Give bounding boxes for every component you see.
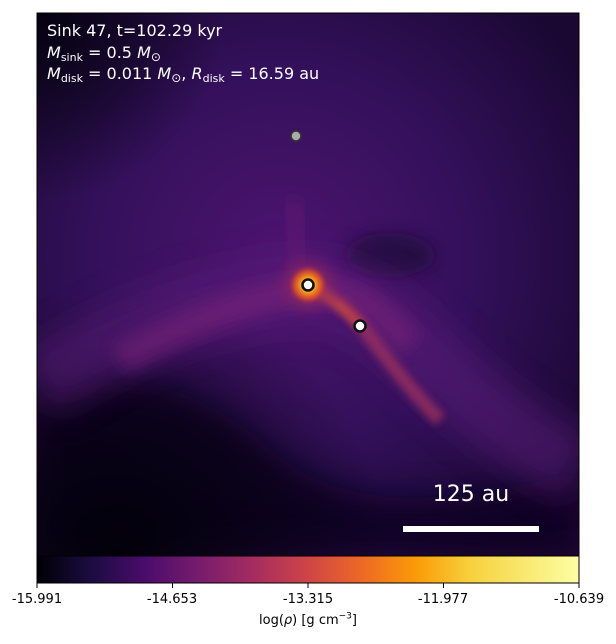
- sink-distant-marker: [290, 130, 302, 142]
- colorbar-tick-label: -15.991: [11, 592, 63, 607]
- sink-secondary-marker: [353, 319, 367, 333]
- separator: ,: [181, 64, 192, 83]
- sink-primary-marker: [301, 278, 315, 292]
- colorbar-tick-label: -14.653: [146, 592, 198, 607]
- disk-properties-label: Mdisk = 0.011 M⊙, Rdisk = 16.59 au: [47, 64, 319, 88]
- mass-symbol: M: [47, 43, 61, 62]
- cbar-label-prefix: log(: [259, 613, 284, 628]
- mass-value: = 0.5: [82, 43, 138, 62]
- sink-title: Sink 47, t=102.29 kyr: [47, 21, 223, 40]
- radius-symbol: R: [191, 64, 203, 83]
- disk-mass-symbol: M: [47, 64, 61, 83]
- scale-bar-label: 125 au: [432, 482, 510, 507]
- radius-value: = 16.59 au: [224, 64, 320, 83]
- sinks-layer: [290, 130, 367, 333]
- scale-bar: [403, 526, 539, 532]
- disk-sun-glyph: ⊙: [171, 71, 182, 85]
- disk-solar-mass-symbol: M: [157, 64, 172, 83]
- sink-mass-label: Msink = 0.5 M⊙: [47, 43, 161, 67]
- solar-mass-symbol: M: [137, 43, 151, 62]
- sun-glyph: ⊙: [150, 50, 161, 64]
- colorbar-axis-label: log(ρ) [g cm−3]: [0, 611, 616, 629]
- colorbar-tick-label: -10.639: [553, 592, 605, 607]
- cbar-label-var: ρ: [283, 613, 293, 628]
- colorbar-tick-label: -13.315: [282, 592, 334, 607]
- mass-subscript: sink: [60, 51, 83, 64]
- cbar-label-suffix: ) [g cm: [292, 613, 339, 628]
- radius-subscript: disk: [202, 72, 225, 85]
- colorbar: [37, 556, 579, 583]
- cbar-label-end: ]: [351, 613, 357, 628]
- colorbar-tick-label: -11.977: [417, 592, 469, 607]
- disk-mass-value: = 0.011: [82, 64, 158, 83]
- disk-mass-subscript: disk: [60, 72, 83, 85]
- cbar-label-exponent: −3: [338, 611, 352, 622]
- colorbar-ticks: [36, 583, 580, 588]
